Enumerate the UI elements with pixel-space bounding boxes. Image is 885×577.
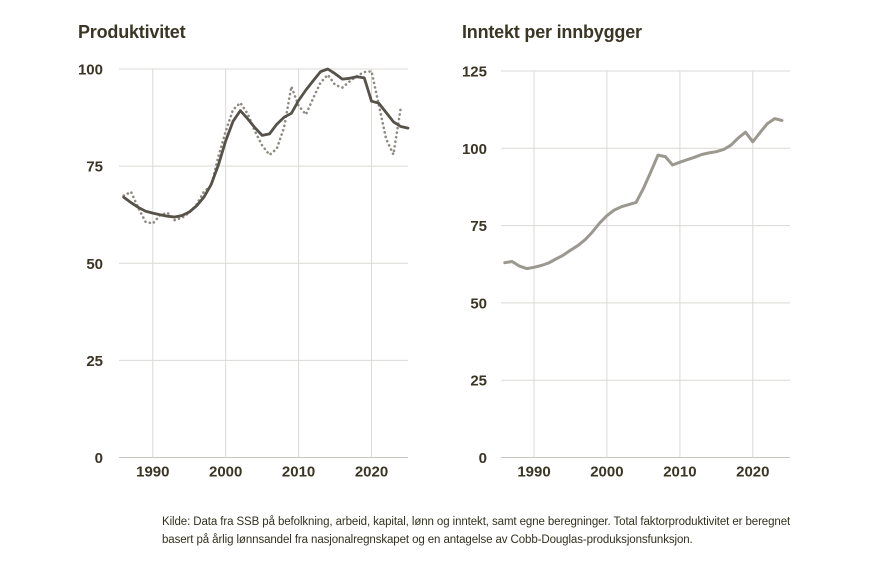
x-tick-label-2020: 2020 bbox=[355, 464, 388, 481]
y-tick-label-100: 100 bbox=[462, 141, 487, 158]
y-tick-label-25: 25 bbox=[86, 353, 103, 370]
x-tick-label-1990: 1990 bbox=[136, 464, 169, 481]
x-tick-label-2000: 2000 bbox=[590, 464, 623, 481]
productivity-chart: Produktivitet 0 25 50 75 100 1990 2000 2010 2020 bbox=[55, 22, 415, 492]
income-per-capita-chart-plot: 0 25 50 75 100 125 1990 2000 2010 2020 bbox=[462, 64, 790, 481]
income-series-line bbox=[503, 117, 784, 271]
x-tick-label-2010: 2010 bbox=[663, 464, 696, 481]
y-tick-label-0: 0 bbox=[95, 450, 103, 467]
y-tick-label-75: 75 bbox=[86, 159, 103, 176]
x-tick-label-2010: 2010 bbox=[282, 464, 315, 481]
x-tick-label-1990: 1990 bbox=[517, 464, 550, 481]
income-per-capita-chart-title: Inntekt per innbygger bbox=[462, 22, 642, 42]
y-tick-label-100: 100 bbox=[78, 62, 103, 79]
y-tick-label-25: 25 bbox=[470, 373, 487, 390]
y-tick-label-50: 50 bbox=[86, 256, 103, 273]
y-tick-label-0: 0 bbox=[479, 450, 487, 467]
x-tick-label-2020: 2020 bbox=[736, 464, 769, 481]
productivity-chart-title: Produktivitet bbox=[78, 22, 186, 42]
dotted-series-line bbox=[122, 69, 403, 225]
productivity-chart-plot: 0 25 50 75 100 1990 2000 2010 2020 bbox=[78, 62, 410, 481]
y-tick-label-50: 50 bbox=[470, 295, 487, 312]
solid-series-line bbox=[122, 67, 410, 219]
income-per-capita-chart: Inntekt per innbygger 0 25 50 75 100 125 1990 2… bbox=[440, 22, 800, 492]
x-tick-label-2000: 2000 bbox=[209, 464, 242, 481]
y-tick-label-125: 125 bbox=[462, 64, 487, 81]
y-tick-label-75: 75 bbox=[470, 218, 487, 235]
source-caption: Kilde: Data fra SSB på befolkning, arbei… bbox=[162, 516, 791, 546]
